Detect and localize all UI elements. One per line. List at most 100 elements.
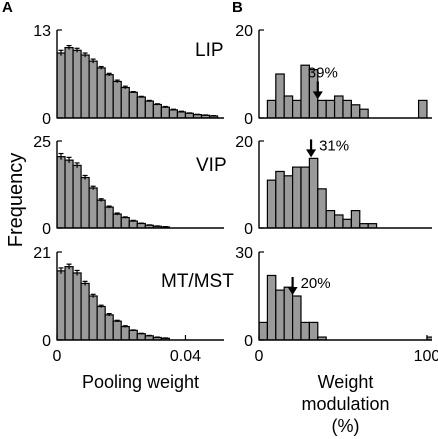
histogram-bar [144, 100, 154, 118]
histogram-bar [184, 112, 195, 118]
histogram-bar [80, 54, 90, 118]
median-arrow-label: 31% [319, 137, 349, 154]
histogram-bar [112, 80, 122, 118]
histogram-bar [104, 314, 114, 340]
area-title: VIP [196, 155, 227, 176]
area-title: LIP [195, 40, 224, 61]
histogram-bar [128, 329, 138, 340]
x-tick-label: 100 [414, 348, 438, 365]
panel-a-label: A [2, 0, 13, 16]
histogram-bar [72, 272, 82, 340]
histogram-bar [160, 106, 171, 118]
histogram-bar [104, 206, 114, 228]
histogram-bar [283, 286, 294, 340]
histogram-bar [96, 67, 106, 118]
histogram-bar [128, 220, 138, 228]
histogram-bar [80, 282, 90, 340]
histogram-bar [64, 266, 74, 340]
histogram-bar [57, 156, 66, 228]
histogram-bar [120, 325, 130, 340]
histogram-bar [325, 99, 336, 118]
histogram-bar [152, 103, 162, 118]
histogram-bar [350, 210, 361, 228]
histogram-bar [266, 179, 277, 228]
y-tick-label: 13 [33, 23, 51, 40]
histogram-bar [64, 159, 74, 228]
x-axis-label-line: (%) [332, 416, 360, 436]
histogram-bar [275, 289, 285, 340]
x-tick-label: 0.04 [170, 348, 201, 365]
histogram-bar [275, 73, 285, 118]
histogram-bar [300, 166, 310, 228]
histogram-bar [72, 49, 82, 118]
bars [57, 263, 171, 340]
chart-a-vip: 0 25 VIP [33, 134, 226, 238]
histogram-bar [333, 214, 344, 228]
histogram-bar [259, 321, 268, 340]
histogram-bar [275, 170, 285, 228]
histogram-panels: 0 13 LIP 0 25 VIP 0 21 0 0.04 MT/MST Pooling weight… [33, 23, 438, 436]
area-title: MT/MST [161, 271, 234, 292]
shared-y-axis-label: Frequency [5, 153, 27, 248]
histogram-bar [350, 104, 361, 118]
bars [57, 44, 219, 118]
histogram-bar [333, 95, 344, 118]
y-tick-label: 25 [33, 134, 51, 151]
x-axis-label-line: Weight [318, 372, 374, 392]
histogram-bar [342, 99, 352, 118]
histogram-bar [88, 187, 98, 228]
histogram-bar [112, 320, 122, 340]
histogram-bar [72, 164, 82, 228]
x-tick-label: 0 [255, 348, 264, 365]
median-arrow-label: 39% [308, 64, 338, 81]
y-tick-label: 0 [42, 333, 51, 350]
median-arrow-label: 20% [301, 275, 331, 292]
histogram-bar [136, 333, 146, 340]
histogram-bar [308, 157, 319, 228]
histogram-bar [120, 86, 130, 118]
bars [57, 152, 171, 228]
x-axis-label: Pooling weight [82, 372, 199, 392]
histogram-bar [120, 216, 130, 228]
chart-a-lip: 0 13 LIP [33, 23, 224, 128]
histogram-bar [128, 91, 138, 118]
y-tick-label: 20 [235, 23, 253, 40]
histogram-bar [283, 175, 294, 228]
bars [266, 64, 428, 118]
x-axis-label-line: modulation [301, 394, 389, 414]
histogram-bar [88, 295, 98, 340]
median-arrow-head [306, 149, 317, 158]
histogram-bar [317, 336, 327, 340]
y-tick-label: 30 [235, 245, 253, 262]
y-tick-label: 0 [244, 221, 253, 238]
histogram-bar [88, 60, 98, 118]
histogram-bar [308, 321, 319, 340]
histogram-bar [317, 188, 327, 228]
histogram-bar [96, 199, 106, 228]
histogram-bar [283, 95, 294, 118]
chart-a-mt: 0 21 0 0.04 MT/MST Pooling weight [33, 245, 234, 392]
bars [259, 274, 432, 340]
histogram-bar [417, 99, 428, 118]
y-tick-label: 20 [235, 134, 253, 151]
y-tick-label: 0 [244, 333, 253, 350]
y-tick-label: 21 [33, 245, 51, 262]
histogram-bar [96, 305, 106, 340]
y-tick-label: 0 [244, 111, 253, 128]
panel-b-label: B [232, 0, 243, 16]
chart-b-vip: 0 20 31% [235, 134, 432, 238]
histogram-bar [64, 46, 74, 118]
histogram-bar [112, 213, 122, 228]
x-tick-label: 0 [53, 348, 62, 365]
median-arrow-head [287, 287, 298, 295]
chart-b-lip: 0 20 39% [235, 23, 432, 128]
chart-b-mt: 0 30 0 100 20% Weight modulation (%) [235, 245, 438, 436]
histogram-bar [342, 218, 352, 228]
histogram-bar [176, 111, 187, 118]
histogram-bar [80, 176, 90, 228]
histogram-bar [291, 295, 302, 340]
histogram-bar [57, 270, 66, 340]
histogram-bar [168, 109, 179, 118]
histogram-bar [291, 99, 302, 118]
